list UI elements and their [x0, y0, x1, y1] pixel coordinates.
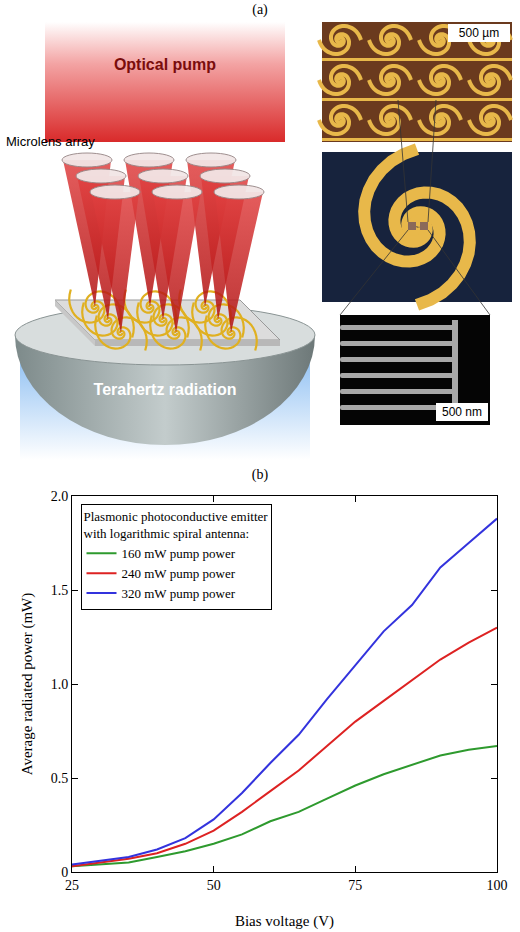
svg-text:Optical pump: Optical pump [114, 56, 216, 73]
svg-text:1.0: 1.0 [51, 677, 69, 692]
svg-text:100: 100 [487, 878, 508, 893]
svg-text:2.0: 2.0 [51, 489, 69, 504]
svg-text:500 nm: 500 nm [442, 405, 482, 419]
svg-text:500 µm: 500 µm [459, 26, 499, 40]
svg-text:240 mW pump power: 240 mW pump power [122, 566, 236, 581]
svg-text:0.5: 0.5 [51, 771, 69, 786]
svg-text:(b): (b) [252, 467, 269, 483]
svg-text:50: 50 [207, 878, 221, 893]
svg-text:Average radiated power (mW): Average radiated power (mW) [19, 593, 36, 776]
svg-text:0: 0 [61, 865, 68, 880]
svg-text:Microlens array: Microlens array [6, 134, 95, 149]
svg-text:1.5: 1.5 [51, 583, 69, 598]
svg-text:Terahertz radiation: Terahertz radiation [94, 381, 237, 398]
svg-text:75: 75 [348, 878, 362, 893]
svg-text:Bias voltage (V): Bias voltage (V) [235, 913, 334, 930]
svg-text:320 mW pump power: 320 mW pump power [122, 586, 236, 601]
svg-text:25: 25 [65, 878, 79, 893]
svg-text:160 mW pump power: 160 mW pump power [122, 546, 236, 561]
svg-text:Plasmonic photoconductive emit: Plasmonic photoconductive emitterwith lo… [84, 509, 269, 541]
svg-text:(a): (a) [252, 2, 268, 18]
